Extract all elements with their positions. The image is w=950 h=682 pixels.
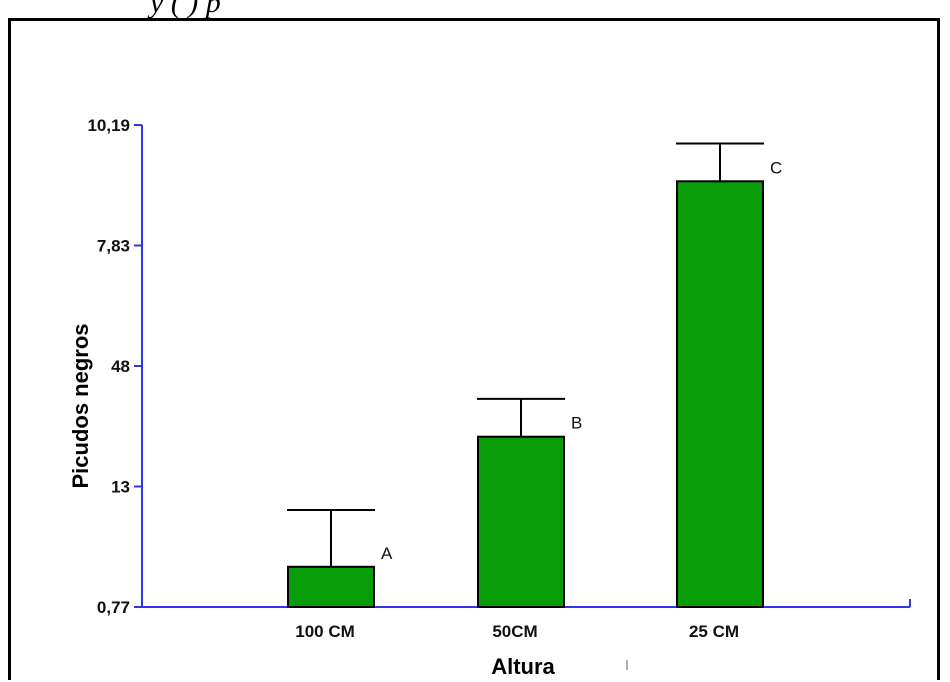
- bar: [477, 435, 565, 608]
- figure-caption-fragment: y ( ) p: [150, 0, 221, 19]
- y-tick-label: 10,19: [87, 116, 130, 135]
- chart-frame: [8, 18, 940, 680]
- significance-letter: C: [770, 158, 782, 177]
- x-tick-label: 100 CM: [295, 622, 355, 641]
- x-axis-title: Altura: [491, 654, 555, 679]
- bar: [676, 180, 764, 608]
- significance-letter: B: [571, 414, 582, 433]
- y-axis-title: Picudos negros: [68, 323, 93, 488]
- significance-letter: A: [381, 544, 393, 563]
- bar: [287, 565, 375, 609]
- y-tick-label: 0,77: [97, 598, 130, 617]
- y-tick-label: 48: [111, 357, 130, 376]
- y-tick-label: 7,83: [97, 237, 130, 256]
- y-tick-label: 13: [111, 478, 130, 497]
- x-tick-label: 25 CM: [689, 622, 739, 641]
- x-tick-label: 50CM: [492, 622, 537, 641]
